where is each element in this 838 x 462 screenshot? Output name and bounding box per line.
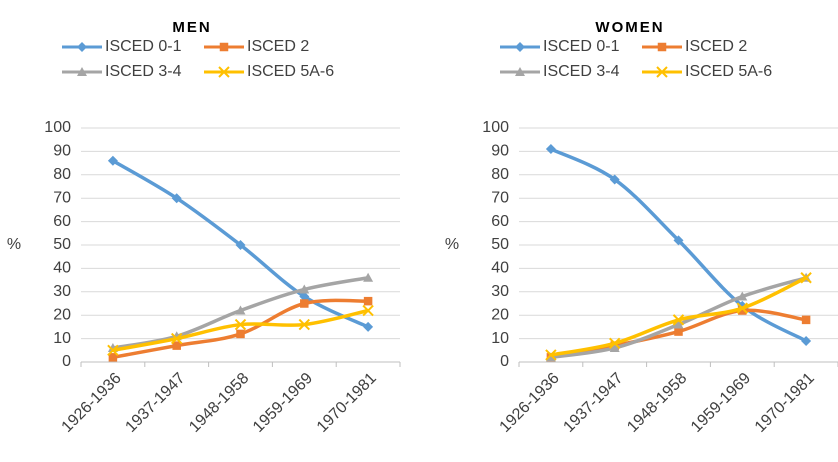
x-tick-label: 1970-1981 — [752, 370, 818, 436]
y-tick-label: 10 — [491, 330, 509, 347]
marker — [800, 272, 812, 284]
y-tick-label: 30 — [53, 283, 71, 300]
marker — [674, 327, 683, 336]
marker — [172, 341, 181, 350]
marker — [363, 321, 374, 332]
marker — [737, 291, 748, 301]
x-tick-label: 1959-1969 — [250, 370, 316, 436]
y-tick-label: 40 — [53, 260, 71, 277]
x-tick-label: 1937-1947 — [560, 370, 626, 436]
x-tick-label: 1948-1958 — [624, 370, 690, 436]
y-tick-label: 100 — [44, 119, 71, 136]
marker — [801, 315, 811, 325]
y-tick-label: 70 — [491, 189, 509, 206]
marker — [738, 306, 747, 315]
marker — [299, 284, 310, 294]
y-tick-label: 50 — [491, 236, 509, 253]
marker — [673, 235, 684, 246]
y-tick-label: 20 — [491, 306, 509, 323]
marker — [298, 318, 311, 331]
y-tick-label: 90 — [491, 143, 509, 160]
marker — [299, 291, 310, 302]
y-tick-label: 90 — [53, 143, 71, 160]
x-tick-label: 1937-1947 — [122, 370, 188, 436]
marker — [545, 144, 556, 155]
y-tick-label: 20 — [53, 306, 71, 323]
y-tick-label: 80 — [491, 166, 509, 183]
x-tick-label: 1926-1936 — [59, 370, 125, 436]
y-tick-label: 80 — [53, 166, 71, 183]
legend-label: ISCED 2 — [685, 38, 747, 55]
legend-label: ISCED 0-1 — [105, 38, 182, 55]
marker — [171, 193, 182, 204]
legend-label: ISCED 5A-6 — [247, 63, 334, 80]
marker — [545, 352, 556, 362]
chart-title: MEN — [172, 19, 211, 36]
marker — [300, 299, 309, 308]
y-axis-label: % — [7, 236, 21, 253]
marker — [234, 318, 247, 331]
series-line — [550, 276, 807, 360]
y-tick-label: 60 — [53, 213, 71, 230]
marker — [107, 344, 119, 357]
y-tick-label: 70 — [53, 189, 71, 206]
legend-label: ISCED 3-4 — [543, 63, 620, 80]
marker — [363, 296, 373, 306]
x-tick-label: 1970-1981 — [314, 370, 380, 436]
legend-marker — [77, 67, 87, 76]
y-tick-label: 60 — [491, 213, 509, 230]
legend-marker — [515, 67, 525, 76]
marker — [170, 332, 183, 345]
legend-label: ISCED 2 — [247, 38, 309, 55]
legend-marker — [77, 42, 87, 52]
y-tick-label: 50 — [53, 236, 71, 253]
y-tick-label: 0 — [500, 353, 509, 370]
y-tick-label: 30 — [491, 283, 509, 300]
marker — [108, 353, 118, 362]
marker — [672, 314, 685, 326]
marker — [107, 155, 118, 166]
legend-marker — [657, 42, 667, 52]
y-tick-label: 40 — [491, 260, 509, 277]
marker — [736, 302, 749, 314]
marker — [236, 329, 245, 339]
legend-marker — [515, 42, 525, 52]
legend-marker — [219, 42, 229, 52]
legend-label: ISCED 5A-6 — [685, 63, 772, 80]
marker — [801, 335, 812, 346]
y-tick-label: 0 — [62, 353, 71, 370]
marker — [235, 305, 246, 315]
legend-label: ISCED 0-1 — [543, 38, 620, 55]
legend-marker — [218, 66, 230, 78]
marker — [608, 337, 621, 349]
marker — [609, 342, 620, 352]
legend-label: ISCED 3-4 — [105, 63, 182, 80]
x-tick-label: 1926-1936 — [497, 370, 563, 436]
chart-title: WOMEN — [595, 19, 664, 36]
x-tick-label: 1948-1958 — [186, 370, 252, 436]
y-tick-label: 10 — [53, 330, 71, 347]
marker — [363, 272, 374, 282]
x-tick-label: 1959-1969 — [688, 370, 754, 436]
y-tick-label: 100 — [482, 119, 509, 136]
marker — [673, 319, 684, 329]
marker — [609, 174, 620, 185]
marker — [362, 304, 374, 317]
y-axis-label: % — [445, 236, 459, 253]
legend-marker — [656, 66, 668, 78]
marker — [545, 349, 557, 361]
marker — [235, 240, 246, 250]
